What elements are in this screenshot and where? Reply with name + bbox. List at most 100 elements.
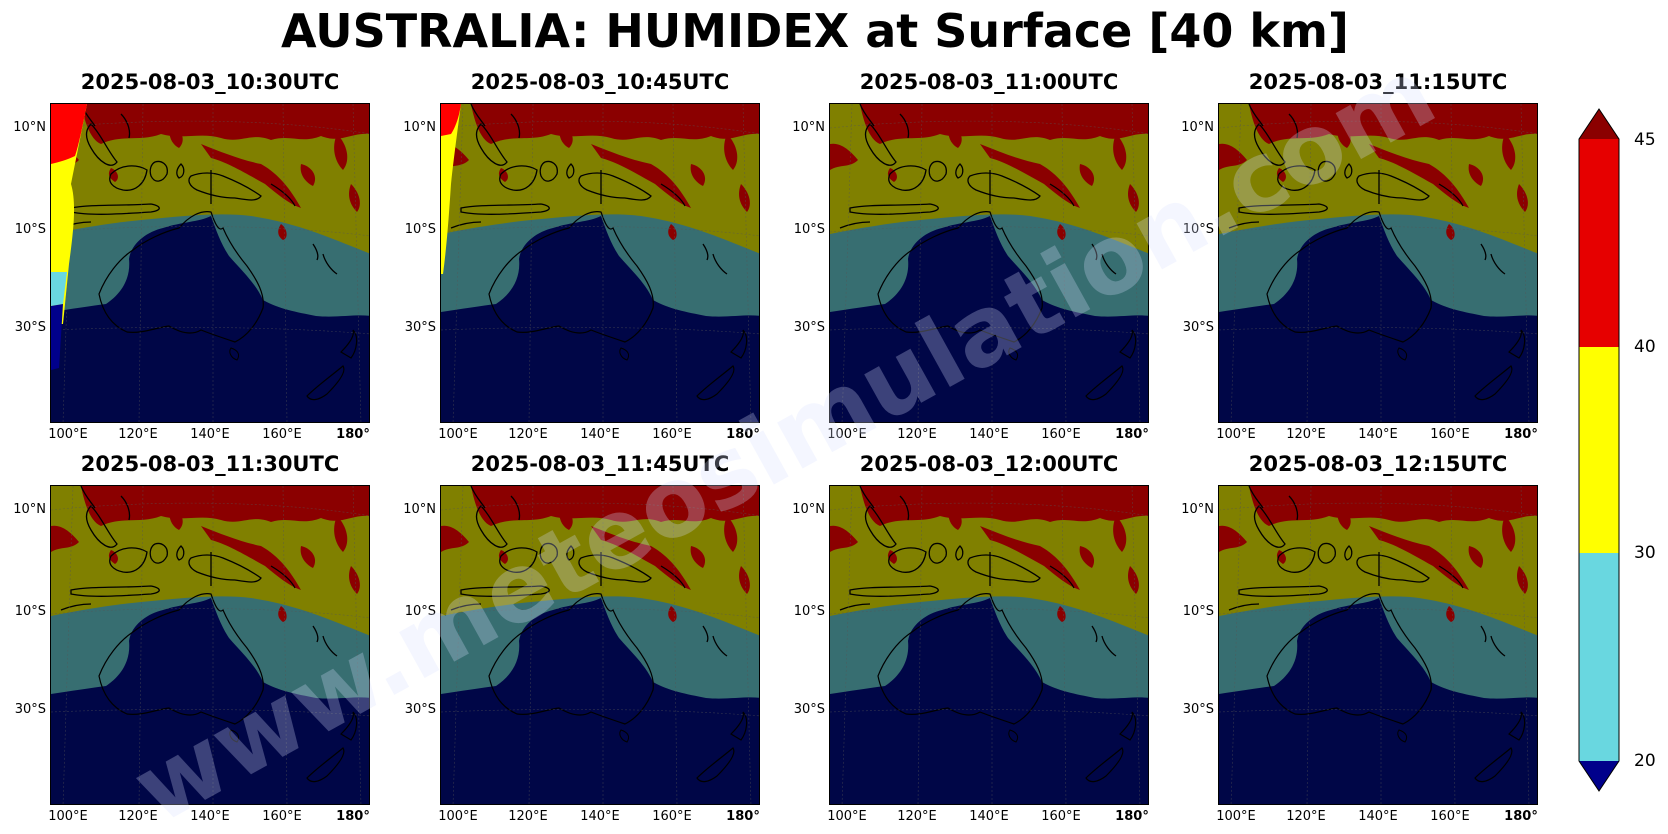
latitude-label: 10°N — [1181, 120, 1214, 135]
panel-title: 2025-08-03_10:30UTC — [80, 70, 340, 94]
longitude-label: 160°E — [1041, 427, 1081, 442]
map-panel: 2025-08-03_10:45UTC 10°N 10°S 30°S 100°E 120… — [403, 70, 760, 442]
longitude-label: 160°E — [652, 809, 692, 824]
colorbar-segment-30-40 — [1579, 347, 1619, 553]
latitude-label: 10°S — [1182, 222, 1214, 237]
longitude-label: 140°E — [969, 809, 1009, 824]
longitude-label: 180° — [726, 427, 760, 442]
longitude-label: 140°E — [1358, 427, 1398, 442]
latitude-label: 10°S — [404, 604, 436, 619]
longitude-label: 100°E — [438, 809, 478, 824]
humidex-map — [1218, 485, 1538, 805]
latitude-label: 10°N — [13, 502, 46, 517]
map-panel: 2025-08-03_12:00UTC 10°N 10°S 30°S 100°E 120… — [792, 452, 1149, 824]
humidex-map — [829, 103, 1149, 423]
map-panel: 2025-08-03_12:15UTC 10°N 10°S 30°S 100°E 120… — [1181, 452, 1538, 824]
map-panel: 2025-08-03_11:15UTC 10°N 10°S 30°S 100°E 120… — [1181, 70, 1538, 442]
latitude-label: 10°N — [1181, 502, 1214, 517]
longitude-label: 180° — [1115, 809, 1149, 824]
panel-title: 2025-08-03_11:30UTC — [80, 452, 340, 476]
colorbar-under-triangle — [1579, 761, 1619, 791]
latitude-label: 30°S — [14, 702, 46, 717]
longitude-label: 120°E — [897, 427, 937, 442]
longitude-label: 180° — [336, 427, 370, 442]
latitude-label: 10°S — [404, 222, 436, 237]
latitude-label: 30°S — [404, 320, 436, 335]
colorbar-tick-30: 30 — [1634, 543, 1656, 563]
latitude-label: 10°N — [792, 120, 825, 135]
longitude-label: 100°E — [48, 427, 88, 442]
map-panel: 2025-08-03_11:30UTC 10°N 10°S 30°S 100°E 120… — [13, 452, 370, 824]
colorbar-tick-45: 45 — [1634, 130, 1656, 150]
latitude-label: 30°S — [14, 320, 46, 335]
longitude-label: 160°E — [262, 427, 302, 442]
latitude-label: 10°S — [1182, 604, 1214, 619]
longitude-label: 120°E — [508, 427, 548, 442]
longitude-label: 160°E — [652, 427, 692, 442]
longitude-label: 120°E — [508, 809, 548, 824]
longitude-label: 160°E — [1430, 809, 1470, 824]
colorbar-segment-20-30 — [1579, 553, 1619, 761]
latitude-label: 10°N — [403, 120, 436, 135]
longitude-label: 180° — [1504, 427, 1538, 442]
longitude-label: 120°E — [1286, 809, 1326, 824]
panel-title: 2025-08-03_11:45UTC — [470, 452, 730, 476]
longitude-label: 160°E — [262, 809, 302, 824]
longitude-label: 100°E — [827, 427, 867, 442]
latitude-label: 30°S — [1182, 702, 1214, 717]
longitude-label: 100°E — [1216, 427, 1256, 442]
panel-title: 2025-08-03_10:45UTC — [470, 70, 730, 94]
humidex-map — [1218, 103, 1538, 423]
latitude-label: 10°S — [793, 604, 825, 619]
latitude-label: 10°S — [14, 604, 46, 619]
longitude-label: 100°E — [48, 809, 88, 824]
latitude-label: 30°S — [793, 320, 825, 335]
panel-title: 2025-08-03_11:15UTC — [1248, 70, 1508, 94]
colorbar-under — [1578, 760, 1628, 792]
colorbar-over-triangle — [1579, 109, 1619, 139]
longitude-label: 100°E — [438, 427, 478, 442]
longitude-label: 140°E — [190, 809, 230, 824]
longitude-label: 140°E — [580, 427, 620, 442]
longitude-label: 180° — [336, 809, 370, 824]
latitude-label: 10°S — [14, 222, 46, 237]
humidex-map — [50, 103, 370, 423]
latitude-label: 30°S — [1182, 320, 1214, 335]
humidex-map — [440, 103, 760, 423]
latitude-label: 30°S — [404, 702, 436, 717]
longitude-label: 120°E — [118, 809, 158, 824]
longitude-label: 140°E — [580, 809, 620, 824]
latitude-label: 10°S — [793, 222, 825, 237]
humidex-map — [50, 485, 370, 805]
panel-title: 2025-08-03_11:00UTC — [859, 70, 1119, 94]
panel-title: 2025-08-03_12:00UTC — [859, 452, 1119, 476]
map-panel: 2025-08-03_11:00UTC 10°N 10°S 30°S 100°E 120… — [792, 70, 1149, 442]
latitude-label: 10°N — [403, 502, 436, 517]
longitude-label: 180° — [1115, 427, 1149, 442]
humidex-map — [829, 485, 1149, 805]
longitude-label: 140°E — [1358, 809, 1398, 824]
longitude-label: 120°E — [1286, 427, 1326, 442]
colorbar — [1578, 105, 1628, 765]
humidex-map — [440, 485, 760, 805]
latitude-label: 10°N — [13, 120, 46, 135]
map-panel: 2025-08-03_11:45UTC 10°N 10°S 30°S 100°E 120… — [403, 452, 760, 824]
latitude-label: 30°S — [793, 702, 825, 717]
latitude-label: 10°N — [792, 502, 825, 517]
longitude-label: 160°E — [1430, 427, 1470, 442]
longitude-label: 140°E — [190, 427, 230, 442]
colorbar-tick-20: 20 — [1634, 751, 1656, 771]
longitude-label: 100°E — [1216, 809, 1256, 824]
map-panel: 2025-08-03_10:30UTC 10°N 10°S 30°S 100°E 120… — [13, 70, 370, 442]
longitude-label: 140°E — [969, 427, 1009, 442]
longitude-label: 180° — [726, 809, 760, 824]
colorbar-tick-40: 40 — [1634, 337, 1656, 357]
longitude-label: 160°E — [1041, 809, 1081, 824]
panel-title: 2025-08-03_12:15UTC — [1248, 452, 1508, 476]
longitude-label: 120°E — [897, 809, 937, 824]
main-title: AUSTRALIA: HUMIDEX at Surface [40 km] — [281, 4, 1349, 58]
longitude-label: 180° — [1504, 809, 1538, 824]
longitude-label: 100°E — [827, 809, 867, 824]
longitude-label: 120°E — [118, 427, 158, 442]
colorbar-segment-40-45 — [1579, 139, 1619, 347]
